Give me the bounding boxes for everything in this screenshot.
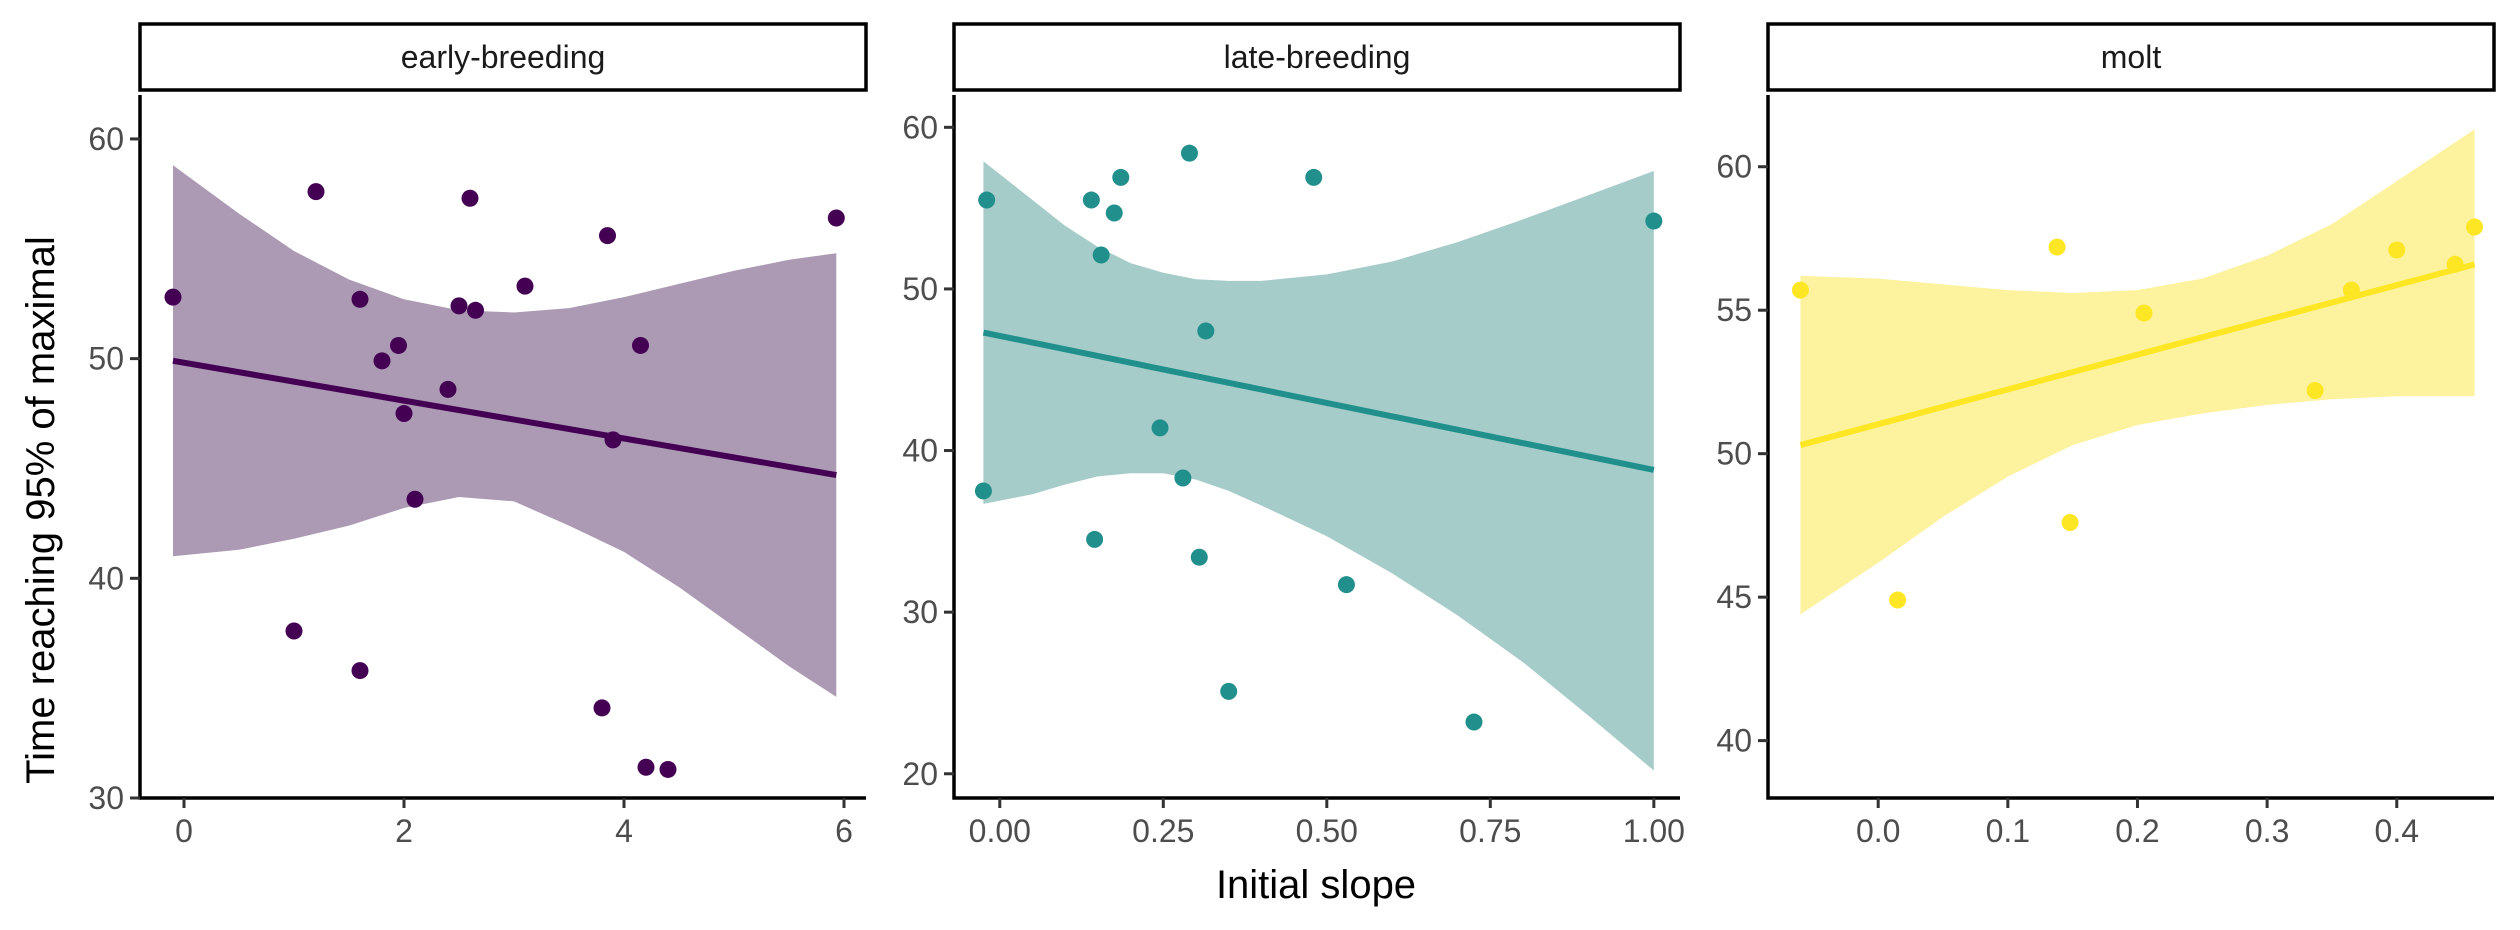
y-tick-label: 30 bbox=[88, 780, 124, 816]
y-tick-label: 60 bbox=[88, 121, 124, 157]
y-tick-label: 60 bbox=[1716, 149, 1752, 185]
data-point bbox=[461, 189, 479, 207]
data-point bbox=[1645, 212, 1663, 230]
y-tick-label: 45 bbox=[1716, 579, 1752, 615]
data-point bbox=[2446, 255, 2464, 273]
data-point bbox=[1220, 682, 1238, 700]
y-tick-label: 55 bbox=[1716, 292, 1752, 328]
x-tick-label: 0.75 bbox=[1459, 813, 1521, 849]
data-point bbox=[2388, 241, 2406, 259]
x-tick-label: 0.4 bbox=[2375, 813, 2419, 849]
data-point bbox=[1190, 548, 1208, 566]
panel-early-breeding: early-breeding 0 2 4 6 30 40 50 60 bbox=[88, 22, 868, 849]
y-tick-label: 40 bbox=[1716, 723, 1752, 759]
data-point bbox=[439, 380, 457, 398]
data-point bbox=[637, 758, 655, 776]
strip-label: early-breeding bbox=[401, 39, 606, 75]
data-point bbox=[1180, 144, 1198, 162]
data-point bbox=[2061, 514, 2079, 532]
regression-line bbox=[172, 357, 837, 479]
panel-molt: molt 0.0 0.1 0.2 0.3 0.4 40 45 50 55 60 bbox=[1716, 22, 2496, 849]
data-point bbox=[1092, 246, 1110, 264]
x-tick-label: 0.00 bbox=[969, 813, 1031, 849]
x-tick-label: 0.0 bbox=[1856, 813, 1900, 849]
data-point bbox=[974, 482, 992, 500]
x-tick-label: 0 bbox=[175, 813, 193, 849]
data-point bbox=[373, 352, 391, 370]
data-point bbox=[1889, 591, 1907, 609]
x-axis-title: Initial slope bbox=[1216, 863, 1416, 907]
x-tick-label: 1.00 bbox=[1623, 813, 1685, 849]
y-tick-label: 50 bbox=[88, 341, 124, 377]
data-point bbox=[307, 183, 325, 201]
y-tick-label: 20 bbox=[902, 756, 938, 792]
strip-label: molt bbox=[2101, 39, 2162, 75]
data-point bbox=[395, 405, 413, 423]
data-point bbox=[1086, 530, 1104, 548]
panels-layer: early-breeding 0 2 4 6 30 40 50 60 late-breeding 0… bbox=[88, 22, 2496, 849]
data-point bbox=[1151, 419, 1169, 437]
x-tick-label: 4 bbox=[615, 813, 633, 849]
data-point bbox=[1791, 281, 1809, 299]
y-tick-label: 50 bbox=[902, 271, 938, 307]
data-point bbox=[2306, 382, 2324, 400]
data-point bbox=[659, 760, 677, 778]
y-axis-title: Time reaching 95% of maximal bbox=[19, 236, 63, 784]
x-tick-label: 0.2 bbox=[2115, 813, 2159, 849]
data-point bbox=[285, 622, 303, 640]
data-point bbox=[604, 431, 622, 449]
data-point bbox=[467, 301, 484, 319]
y-tick-label: 40 bbox=[88, 560, 124, 596]
confidence-band bbox=[173, 165, 837, 697]
y-tick-label: 40 bbox=[902, 433, 938, 469]
data-point bbox=[827, 209, 845, 227]
data-point bbox=[390, 336, 407, 354]
data-point bbox=[1465, 713, 1483, 731]
data-point bbox=[2466, 218, 2484, 236]
data-point bbox=[1105, 204, 1123, 222]
confidence-band bbox=[1800, 129, 2475, 615]
data-point bbox=[1174, 469, 1192, 487]
data-point bbox=[599, 227, 616, 245]
data-point bbox=[164, 288, 182, 306]
strip-box bbox=[1766, 22, 2496, 92]
y-tick-label: 50 bbox=[1716, 436, 1752, 472]
data-point bbox=[978, 191, 996, 209]
data-point bbox=[406, 490, 424, 508]
data-point bbox=[593, 699, 611, 717]
data-point bbox=[1197, 322, 1215, 340]
data-point bbox=[1337, 576, 1355, 594]
data-point bbox=[2048, 238, 2066, 256]
x-tick-label: 0.25 bbox=[1132, 813, 1194, 849]
y-tick-label: 60 bbox=[902, 109, 938, 145]
strip-box bbox=[952, 22, 1682, 92]
x-tick-label: 2 bbox=[395, 813, 413, 849]
data-point bbox=[2135, 304, 2153, 322]
y-tick-label: 30 bbox=[902, 594, 938, 630]
regression-line bbox=[1799, 261, 2476, 448]
strip-box bbox=[138, 22, 868, 92]
regression-line bbox=[982, 329, 1655, 473]
x-tick-label: 0.3 bbox=[2245, 813, 2289, 849]
data-point bbox=[1305, 168, 1323, 186]
x-tick-label: 0.50 bbox=[1296, 813, 1358, 849]
data-point bbox=[450, 297, 468, 315]
data-point bbox=[1082, 191, 1100, 209]
strip-label: late-breeding bbox=[1224, 39, 1411, 75]
data-point bbox=[632, 336, 649, 354]
confidence-band bbox=[983, 161, 1654, 771]
data-point bbox=[1112, 168, 1130, 186]
data-point bbox=[351, 290, 369, 308]
x-tick-label: 0.1 bbox=[1986, 813, 2030, 849]
data-point bbox=[351, 662, 369, 680]
x-tick-label: 6 bbox=[835, 813, 853, 849]
data-point bbox=[516, 277, 534, 295]
data-point bbox=[2342, 281, 2360, 299]
panel-late-breeding: late-breeding 0.00 0.25 0.50 0.75 1.00 20 30 40 5… bbox=[902, 22, 1685, 849]
